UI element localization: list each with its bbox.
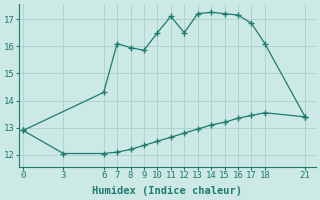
X-axis label: Humidex (Indice chaleur): Humidex (Indice chaleur) xyxy=(92,186,243,196)
